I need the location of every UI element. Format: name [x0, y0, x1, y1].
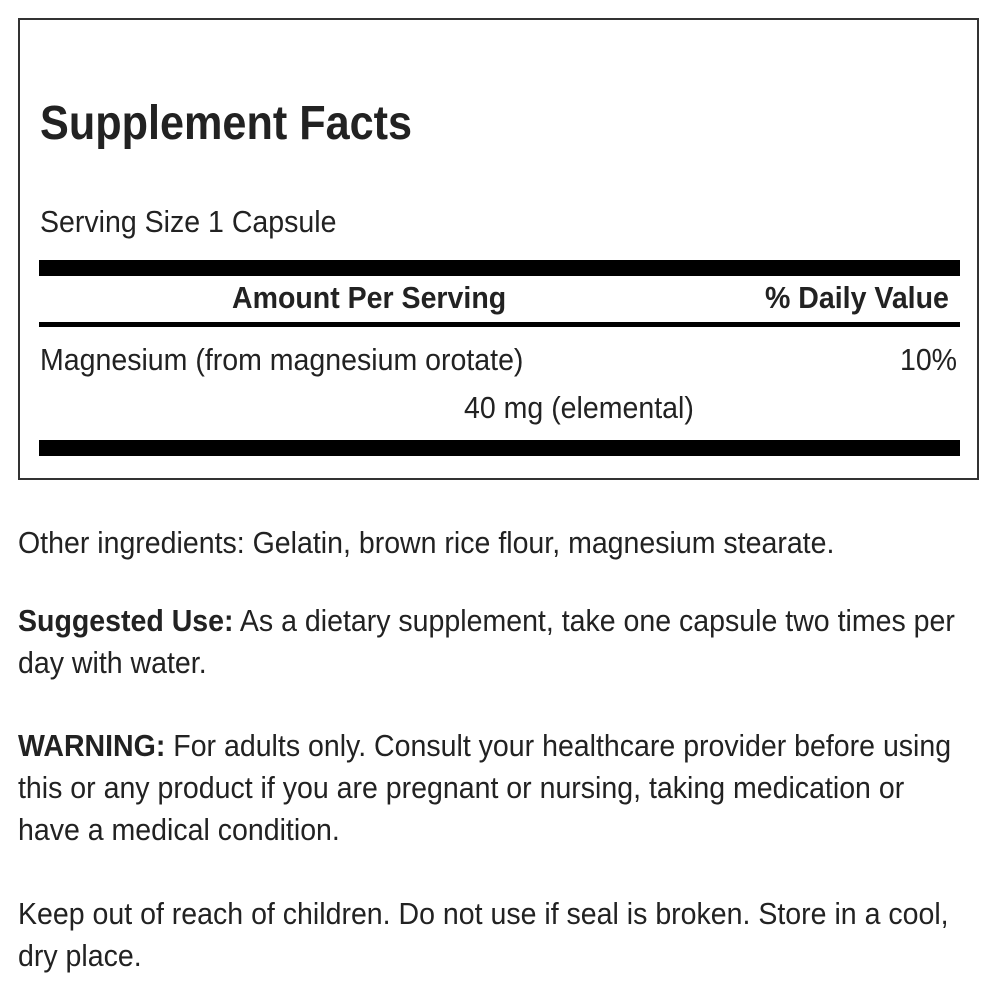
nutrient-amount: 40 mg (elemental): [464, 390, 694, 425]
thick-divider: [39, 260, 960, 276]
nutrient-dv: 10%: [899, 342, 957, 377]
warning-label: WARNING:: [18, 728, 166, 763]
panel-title: Supplement Facts: [40, 97, 413, 150]
divider: [39, 322, 960, 327]
other-ingredients: Other ingredients: Gelatin, brown rice f…: [18, 525, 835, 560]
suggested-use-text: As a dietary supplement, take one capsul…: [18, 603, 955, 680]
warning-text: For adults only. Consult your healthcare…: [18, 728, 952, 847]
nutrient-name: Magnesium (from magnesium orotate): [40, 342, 524, 377]
supplement-facts-panel: Supplement Facts Serving Size 1 Capsule …: [18, 18, 979, 480]
warning: WARNING: For adults only. Consult your h…: [18, 725, 966, 851]
storage-note: Keep out of reach of children. Do not us…: [18, 896, 949, 973]
thick-divider: [39, 440, 960, 456]
suggested-use-label: Suggested Use:: [18, 603, 234, 638]
amount-header: Amount Per Serving: [232, 280, 507, 315]
serving-size: Serving Size 1 Capsule: [40, 204, 337, 239]
dv-header: % Daily Value: [765, 280, 949, 315]
suggested-use: Suggested Use: As a dietary supplement, …: [18, 600, 998, 684]
